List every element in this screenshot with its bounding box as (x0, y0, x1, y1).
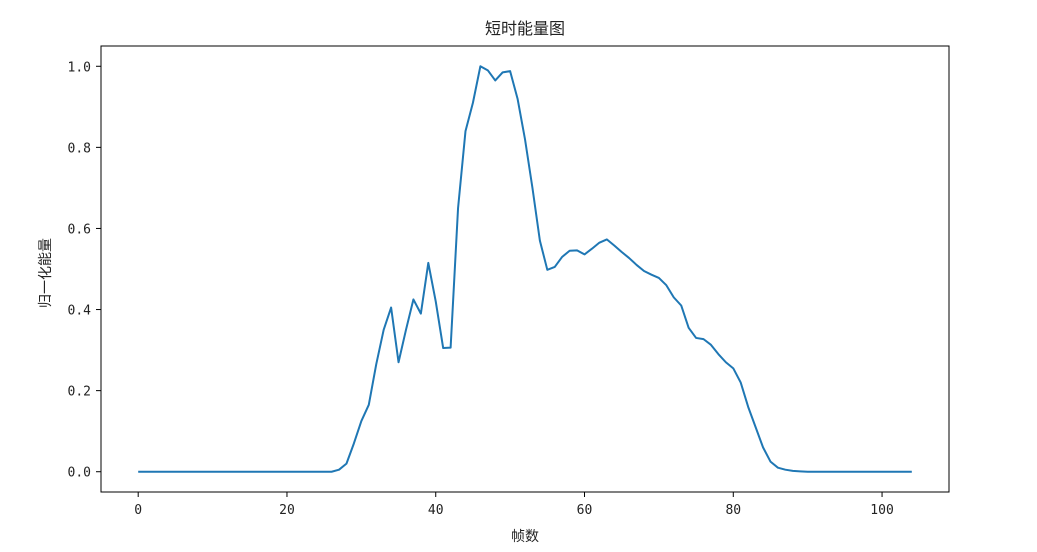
y-axis: 0.0 0.2 0.4 0.6 0.8 1.0 (68, 60, 101, 481)
x-tick-label: 80 (725, 503, 741, 518)
y-tick-label: 0.2 (68, 385, 91, 400)
y-tick-label: 0.8 (68, 141, 91, 156)
y-tick-label: 0.0 (68, 466, 91, 481)
y-tick-label: 1.0 (68, 60, 91, 75)
y-tick-label: 0.4 (68, 304, 92, 319)
chart-title: 短时能量图 (485, 19, 565, 38)
x-tick-label: 100 (870, 503, 893, 518)
plot-frame (100, 45, 950, 493)
x-tick-label: 0 (134, 503, 142, 518)
plot-area (138, 65, 912, 473)
series-line-0 (138, 65, 912, 473)
y-axis-label: 归一化能量 (37, 238, 54, 308)
x-tick-label: 40 (428, 503, 444, 518)
x-axis: 0 20 40 60 80 100 (134, 492, 894, 518)
y-tick-label: 0.6 (68, 222, 91, 237)
x-axis-label: 帧数 (511, 529, 539, 545)
x-tick-label: 60 (577, 503, 593, 518)
x-tick-label: 20 (279, 503, 295, 518)
